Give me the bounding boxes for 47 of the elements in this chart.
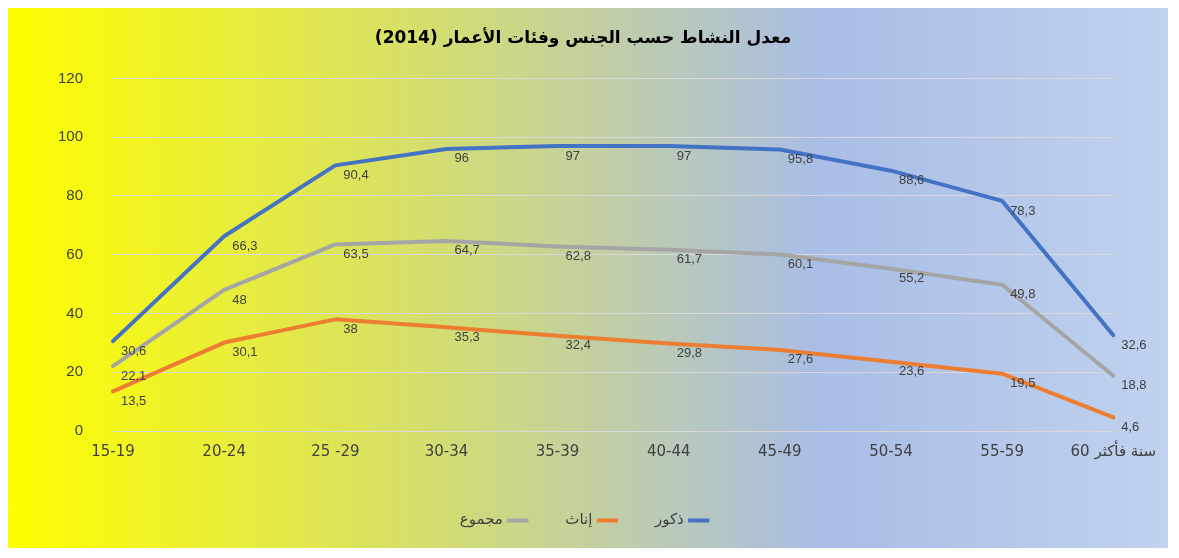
y-tick-label: 0 <box>74 421 84 439</box>
x-tick-label: 20-24 <box>202 441 246 460</box>
data-label: 60,1 <box>787 255 814 271</box>
y-tick-label: 40 <box>66 303 84 321</box>
data-label: 97 <box>565 147 581 163</box>
y-tick-label: 60 <box>66 244 84 262</box>
data-label: 48 <box>232 291 247 307</box>
data-label: 38 <box>343 320 358 336</box>
y-tick-label: 80 <box>66 186 84 204</box>
x-tick-label: 40-44 <box>646 441 691 460</box>
data-label: 27,6 <box>787 351 814 367</box>
y-tick-label: 120 <box>58 68 84 86</box>
data-label: 96 <box>454 150 469 166</box>
data-label: 55,2 <box>899 270 925 286</box>
data-label: 61,7 <box>676 251 703 267</box>
data-label: 97 <box>676 147 692 163</box>
x-tick-label: 45-49 <box>758 441 802 460</box>
data-label: 32,4 <box>565 337 591 353</box>
data-label: 32,6 <box>1121 336 1147 352</box>
y-tick-label: 100 <box>58 127 84 145</box>
x-tick-label: 15-19 <box>91 441 135 460</box>
data-label: 13,5 <box>121 392 147 408</box>
data-label: 88,6 <box>899 172 925 188</box>
data-label: 64,7 <box>454 242 480 258</box>
chart-title: معدل النشاط حسب الجنس وفئات الأعمار (2014) <box>374 26 792 48</box>
data-label: 62,8 <box>565 248 591 264</box>
data-label: 4,6 <box>1121 419 1140 435</box>
x-tick-label: 55-59 <box>980 441 1024 460</box>
data-label: 35,3 <box>454 328 480 344</box>
y-tick-label: 20 <box>66 362 84 380</box>
data-label: 95,8 <box>787 151 814 167</box>
data-label: 66,3 <box>232 237 258 253</box>
legend-label: إناث <box>565 510 593 529</box>
data-label: 90,4 <box>343 166 369 182</box>
data-label: 18,8 <box>1121 377 1147 393</box>
x-tick-label: 30-34 <box>424 441 469 460</box>
x-tick-label: 60 سنة فأكثر <box>1070 439 1156 460</box>
legend-label: مجموع <box>459 510 503 529</box>
data-label: 29,8 <box>676 345 703 361</box>
data-label: 23,6 <box>899 363 925 379</box>
x-tick-label: 25 -29 <box>311 441 360 460</box>
data-label: 49,8 <box>1010 286 1036 302</box>
data-label: 30,1 <box>232 344 258 360</box>
data-label: 78,3 <box>1010 202 1036 218</box>
x-tick-label: 35-39 <box>535 441 580 460</box>
legend-label: ذكور <box>653 510 684 529</box>
x-tick-label: 50-54 <box>869 441 913 460</box>
